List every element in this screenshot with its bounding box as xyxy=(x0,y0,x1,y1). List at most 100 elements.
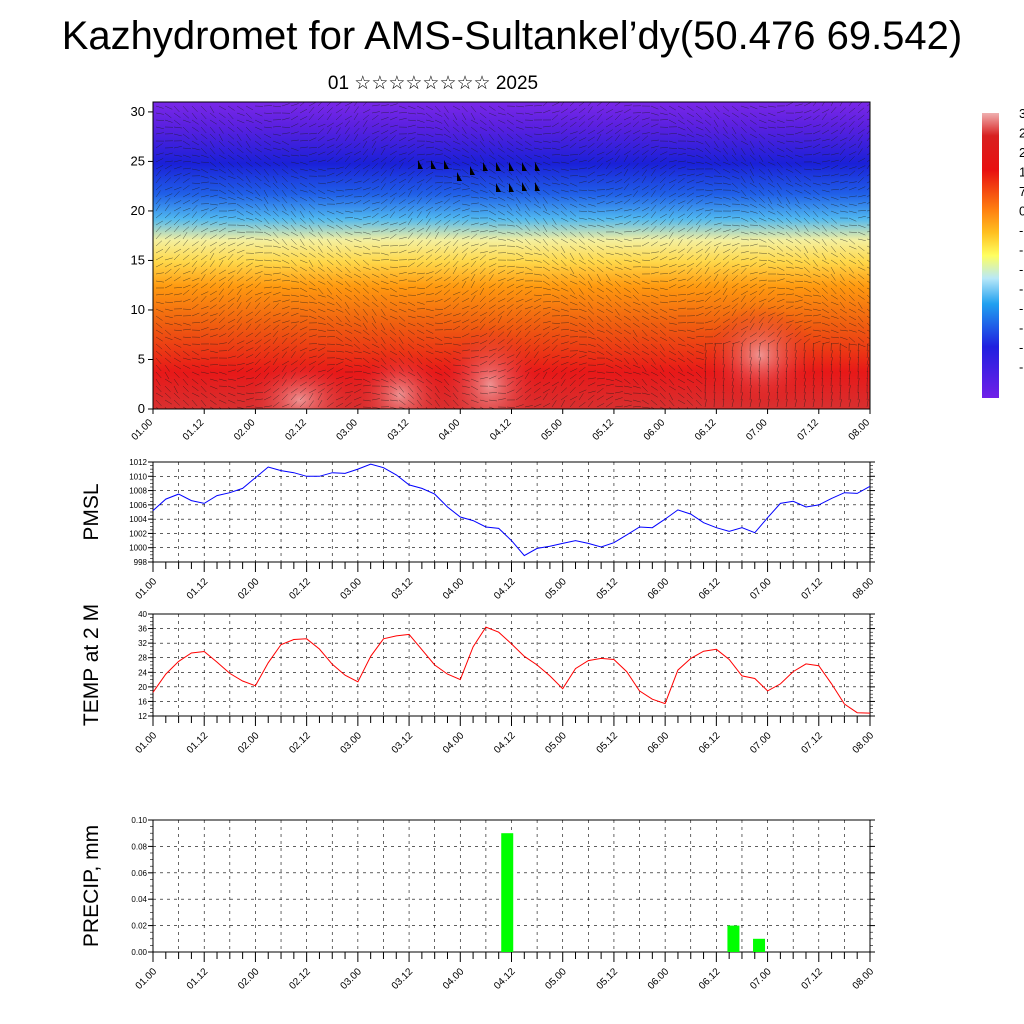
wind-barb xyxy=(299,401,306,408)
wind-barb xyxy=(704,399,707,408)
wind-barb xyxy=(371,245,380,248)
wind-barb xyxy=(641,144,650,149)
wind-barb xyxy=(866,124,870,128)
wind-barb xyxy=(506,317,514,324)
wind-barb xyxy=(713,161,722,167)
wind-barb xyxy=(173,315,182,317)
wind-barb xyxy=(515,189,524,195)
wind-barb xyxy=(686,161,695,164)
wind-barb xyxy=(362,322,368,330)
wind-barb xyxy=(866,350,869,359)
wind-barb xyxy=(326,122,334,128)
wind-barb xyxy=(596,287,605,293)
wind-barb xyxy=(812,143,821,149)
y-tick-label: 1002 xyxy=(129,529,147,538)
wind-barb xyxy=(317,266,325,272)
wind-barb xyxy=(479,182,487,189)
wind-barb xyxy=(614,252,623,256)
wind-barb xyxy=(398,279,407,282)
wind-barb xyxy=(245,397,254,401)
wind-barb xyxy=(506,224,515,227)
wind-barb xyxy=(668,371,675,378)
wind-barb xyxy=(767,189,775,196)
wind-barb xyxy=(524,210,531,218)
wind-flag xyxy=(470,166,475,175)
wind-barb xyxy=(272,182,279,189)
wind-barb xyxy=(488,406,496,409)
wind-barb xyxy=(461,188,470,191)
wind-barb xyxy=(614,155,620,163)
wind-barb xyxy=(569,238,577,244)
wind-barb xyxy=(542,102,548,107)
wind-barb xyxy=(659,301,668,304)
wind-barb xyxy=(461,194,470,198)
wind-barb xyxy=(803,203,811,210)
wind-barb xyxy=(218,189,227,195)
wind-barb xyxy=(479,112,487,119)
wind-barb xyxy=(650,350,658,357)
wind-barb xyxy=(407,199,415,205)
wind-barb xyxy=(290,380,297,387)
wind-barb xyxy=(713,281,720,289)
wind-barb xyxy=(254,275,262,282)
wind-barb xyxy=(740,231,749,235)
wind-barb xyxy=(308,380,316,387)
wind-barb xyxy=(380,136,388,142)
wind-barb xyxy=(488,399,497,402)
wind-barb xyxy=(362,206,370,212)
wind-barb xyxy=(560,341,569,345)
wind-barb xyxy=(227,168,234,175)
wind-barb xyxy=(857,194,866,198)
wind-barb xyxy=(848,143,857,149)
wind-barb xyxy=(587,224,596,227)
wind-barb xyxy=(749,154,757,161)
wind-barb xyxy=(560,196,569,200)
wind-barb xyxy=(686,262,695,268)
wind-barb xyxy=(677,329,686,332)
wind-barb xyxy=(722,340,731,345)
wind-barb xyxy=(389,245,398,247)
wind-barb xyxy=(614,364,623,369)
wind-barb xyxy=(155,232,162,240)
wind-barb xyxy=(407,350,413,358)
wind-barb xyxy=(443,378,450,386)
x-tick-label: 02.00 xyxy=(236,730,262,756)
wind-barb xyxy=(542,132,551,135)
wind-barb xyxy=(416,301,425,305)
wind-barb xyxy=(623,322,631,328)
wind-barb xyxy=(182,154,191,158)
wind-barb xyxy=(524,140,532,146)
wind-barb xyxy=(263,405,272,408)
wind-barb xyxy=(803,392,806,401)
wind-barb xyxy=(263,147,272,151)
wind-barb xyxy=(245,347,254,352)
wind-barb xyxy=(560,203,567,210)
wind-barb xyxy=(461,305,470,310)
wind-barb xyxy=(389,385,398,390)
wind-barb xyxy=(461,219,469,226)
wind-barb xyxy=(290,203,296,211)
wind-barb xyxy=(263,303,271,310)
wind-barb xyxy=(470,119,479,125)
wind-barb xyxy=(695,173,704,177)
wind-barb xyxy=(218,222,227,226)
wind-barb xyxy=(200,291,209,296)
wind-barb xyxy=(686,371,695,377)
wind-barb xyxy=(533,403,542,408)
wind-barb xyxy=(299,140,308,142)
wind-barb xyxy=(317,182,326,185)
wind-barb xyxy=(407,315,416,319)
wind-barb xyxy=(812,138,821,142)
wind-barb xyxy=(209,247,217,254)
wind-barb xyxy=(479,203,488,208)
wind-barb xyxy=(749,256,758,261)
wind-barb xyxy=(497,362,506,366)
wind-barb xyxy=(794,280,803,282)
wind-barb xyxy=(245,210,254,216)
wind-barb xyxy=(650,392,658,398)
wind-barb xyxy=(866,371,869,380)
wind-barb xyxy=(839,245,846,252)
wind-barb xyxy=(362,343,370,350)
wind-barb xyxy=(425,385,433,392)
wind-flag xyxy=(496,162,501,171)
